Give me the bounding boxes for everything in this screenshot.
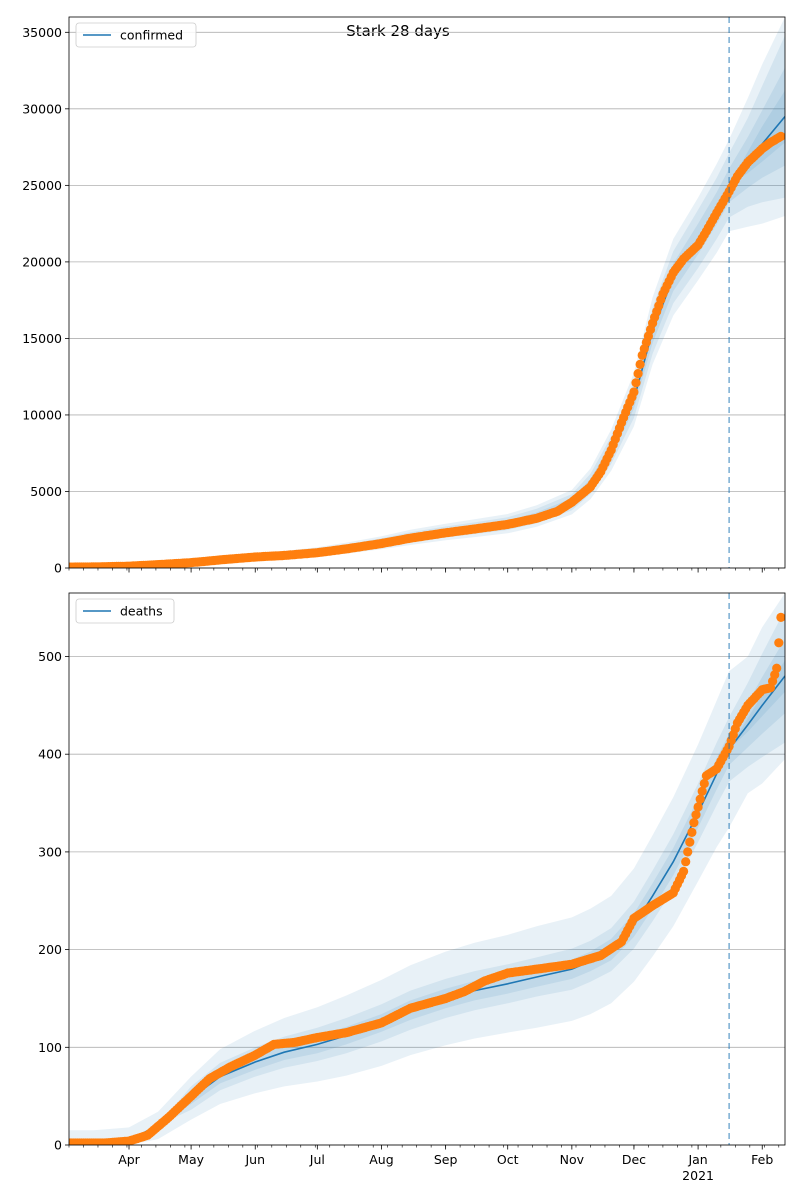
x-tick-label: Jan bbox=[687, 1152, 707, 1167]
y-tick-label: 10000 bbox=[22, 407, 62, 422]
uncertainty-band bbox=[69, 90, 785, 568]
y-tick-label: 0 bbox=[54, 1138, 62, 1153]
x-tick-label: Apr bbox=[118, 1152, 140, 1167]
uncertainty-band bbox=[69, 593, 785, 1145]
legend-box bbox=[75, 598, 175, 624]
chart-title: Stark 28 days bbox=[346, 22, 450, 40]
y-tick-label: 30000 bbox=[22, 101, 62, 116]
observed-point bbox=[631, 378, 641, 388]
y-tick-label: 15000 bbox=[22, 331, 62, 346]
y-tick-label: 25000 bbox=[22, 178, 62, 193]
observed-point bbox=[685, 837, 695, 847]
observed-point bbox=[681, 857, 691, 867]
observed-point bbox=[683, 847, 693, 857]
legend-box bbox=[75, 22, 197, 48]
y-tick-label: 300 bbox=[38, 844, 62, 859]
model-line bbox=[69, 115, 785, 568]
deaths-chart: 0 100 200 300 400 500 Apr May Jun Jul Aug Sep Oct Nov… bbox=[38, 592, 786, 1183]
x-tick-label: Aug bbox=[369, 1152, 393, 1167]
y-tick-label: 100 bbox=[38, 1040, 62, 1055]
legend: deaths bbox=[75, 598, 175, 624]
plot-content bbox=[69, 17, 785, 568]
observed-point bbox=[776, 612, 785, 622]
confirmed-chart: 0 5000 10000 15000 20000 25000 30000 35000 confi… bbox=[22, 16, 786, 576]
y-tick-label: 400 bbox=[38, 747, 62, 762]
x-tick-label: Jul bbox=[309, 1152, 325, 1167]
y-tick-label: 200 bbox=[38, 942, 62, 957]
x-tick-label: Feb bbox=[751, 1152, 773, 1167]
x-tick-label: Dec bbox=[622, 1152, 646, 1167]
y-tick-label: 35000 bbox=[22, 25, 62, 40]
observed-point bbox=[687, 827, 697, 838]
legend-label: confirmed bbox=[120, 28, 183, 43]
y-tick-label: 5000 bbox=[30, 484, 62, 499]
observed-point bbox=[691, 810, 701, 820]
observed-point bbox=[633, 369, 643, 379]
y-tick-label: 0 bbox=[54, 561, 62, 576]
x-tick-label: Oct bbox=[497, 1152, 519, 1167]
observed-point bbox=[679, 866, 689, 877]
observed-point bbox=[689, 818, 699, 828]
x-tick-label: May bbox=[178, 1152, 204, 1167]
legend-label: deaths bbox=[120, 604, 163, 619]
uncertainty-band bbox=[69, 67, 785, 568]
x-tick-year-label: 2021 bbox=[682, 1168, 714, 1183]
axes-frame bbox=[68, 16, 786, 569]
observed-point bbox=[695, 794, 705, 804]
observed-point bbox=[629, 387, 639, 397]
observed-point bbox=[774, 638, 784, 648]
y-tick-label: 20000 bbox=[22, 254, 62, 269]
observed-point bbox=[693, 802, 703, 812]
observed-point bbox=[699, 778, 709, 789]
observed-point bbox=[697, 786, 707, 796]
legend: confirmed bbox=[75, 22, 197, 48]
plot-content bbox=[69, 593, 785, 1145]
observed-point bbox=[635, 359, 645, 369]
x-tick-label: Jun bbox=[244, 1152, 265, 1167]
axes-frame bbox=[68, 592, 786, 1146]
observed-point bbox=[776, 131, 785, 141]
x-tick-label: Nov bbox=[560, 1152, 585, 1167]
x-tick-label: Sep bbox=[434, 1152, 458, 1167]
observed-point bbox=[772, 663, 782, 673]
y-tick-label: 500 bbox=[38, 649, 62, 664]
